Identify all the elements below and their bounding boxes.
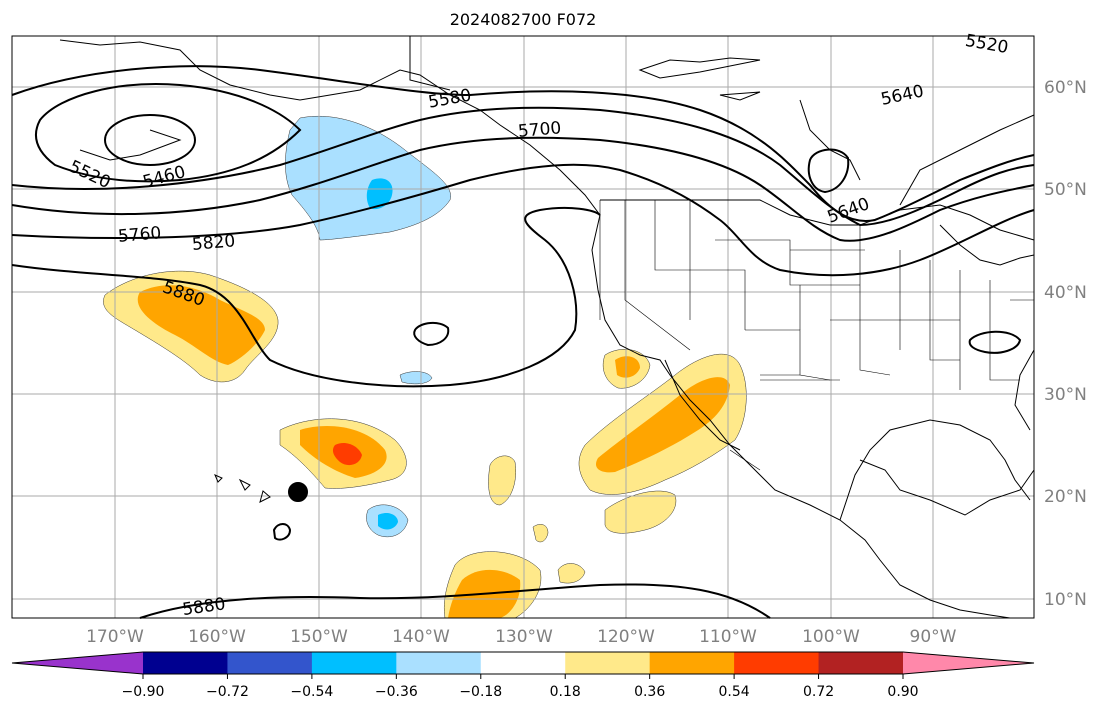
colorbar-extend-high [903,652,1034,674]
positive-anomaly-max-hawaii [332,443,362,466]
svg-text:5820: 5820 [191,231,236,255]
svg-text:100°W: 100°W [802,627,860,647]
svg-text:170°W: 170°W [86,627,144,647]
height-contours [11,65,1035,619]
colorbar-tick-label: 0.54 [719,684,750,700]
svg-text:90°W: 90°W [910,627,957,647]
svg-text:110°W: 110°W [699,627,757,647]
map-area: 5520 5460 5580 5700 5640 5640 5520 5760 … [11,31,1035,620]
colorbar-segment [565,652,651,674]
svg-text:160°W: 160°W [188,627,246,647]
colorbar: −0.90 −0.72 −0.54 −0.36 −0.18 0.18 0.36 0.54 0.7… [11,651,1035,700]
negative-anomaly-core [366,178,393,210]
colorbar-segment [396,652,482,674]
colorbar-tick-label: 0.90 [887,684,918,700]
svg-text:130°W: 130°W [495,627,553,647]
longitude-labels: 170°W 160°W 150°W 140°W 130°W 120°W 110°… [86,627,957,647]
svg-text:50°N: 50°N [1044,180,1087,200]
colorbar-tick-label: −0.90 [122,684,165,700]
colorbar-segment [227,652,313,674]
colorbar-segment [734,652,820,674]
colorbar-tick-label: −0.72 [206,684,249,700]
colorbar-tick-label: −0.54 [290,684,333,700]
colorbar-extend-low [12,652,143,674]
latitude-labels: 60°N 50°N 40°N 30°N 20°N 10°N [1044,78,1087,610]
map-title: 2024082700 F072 [449,10,597,29]
positive-anomaly-core-west [137,285,265,365]
colorbar-tick-label: 0.36 [634,684,665,700]
colorbar-segment [143,652,228,674]
colorbar-tick-label: −0.18 [459,684,502,700]
positive-anomaly-core-east [595,377,730,473]
svg-text:5700: 5700 [517,118,562,142]
state-borders [599,200,1034,471]
colorbar-segment [649,652,735,674]
colorbar-segment [480,652,566,674]
svg-text:5760: 5760 [117,223,162,247]
coastlines [59,36,1035,619]
colorbar-segment [311,652,397,674]
colorbar-tick-label: 0.72 [803,684,834,700]
svg-text:10°N: 10°N [1044,590,1087,610]
svg-text:60°N: 60°N [1044,78,1087,98]
svg-text:20°N: 20°N [1044,487,1087,507]
svg-text:140°W: 140°W [392,627,450,647]
svg-text:120°W: 120°W [597,627,655,647]
svg-text:30°N: 30°N [1044,385,1087,405]
colorbar-tick-label: 0.18 [550,684,581,700]
svg-text:40°N: 40°N [1044,283,1087,303]
negative-anomaly-region [285,115,451,241]
colorbar-segment [818,652,904,674]
colorbar-tick-label: −0.36 [375,684,418,700]
anomaly-shading [103,115,747,619]
graticule [12,36,1034,618]
svg-text:150°W: 150°W [290,627,348,647]
